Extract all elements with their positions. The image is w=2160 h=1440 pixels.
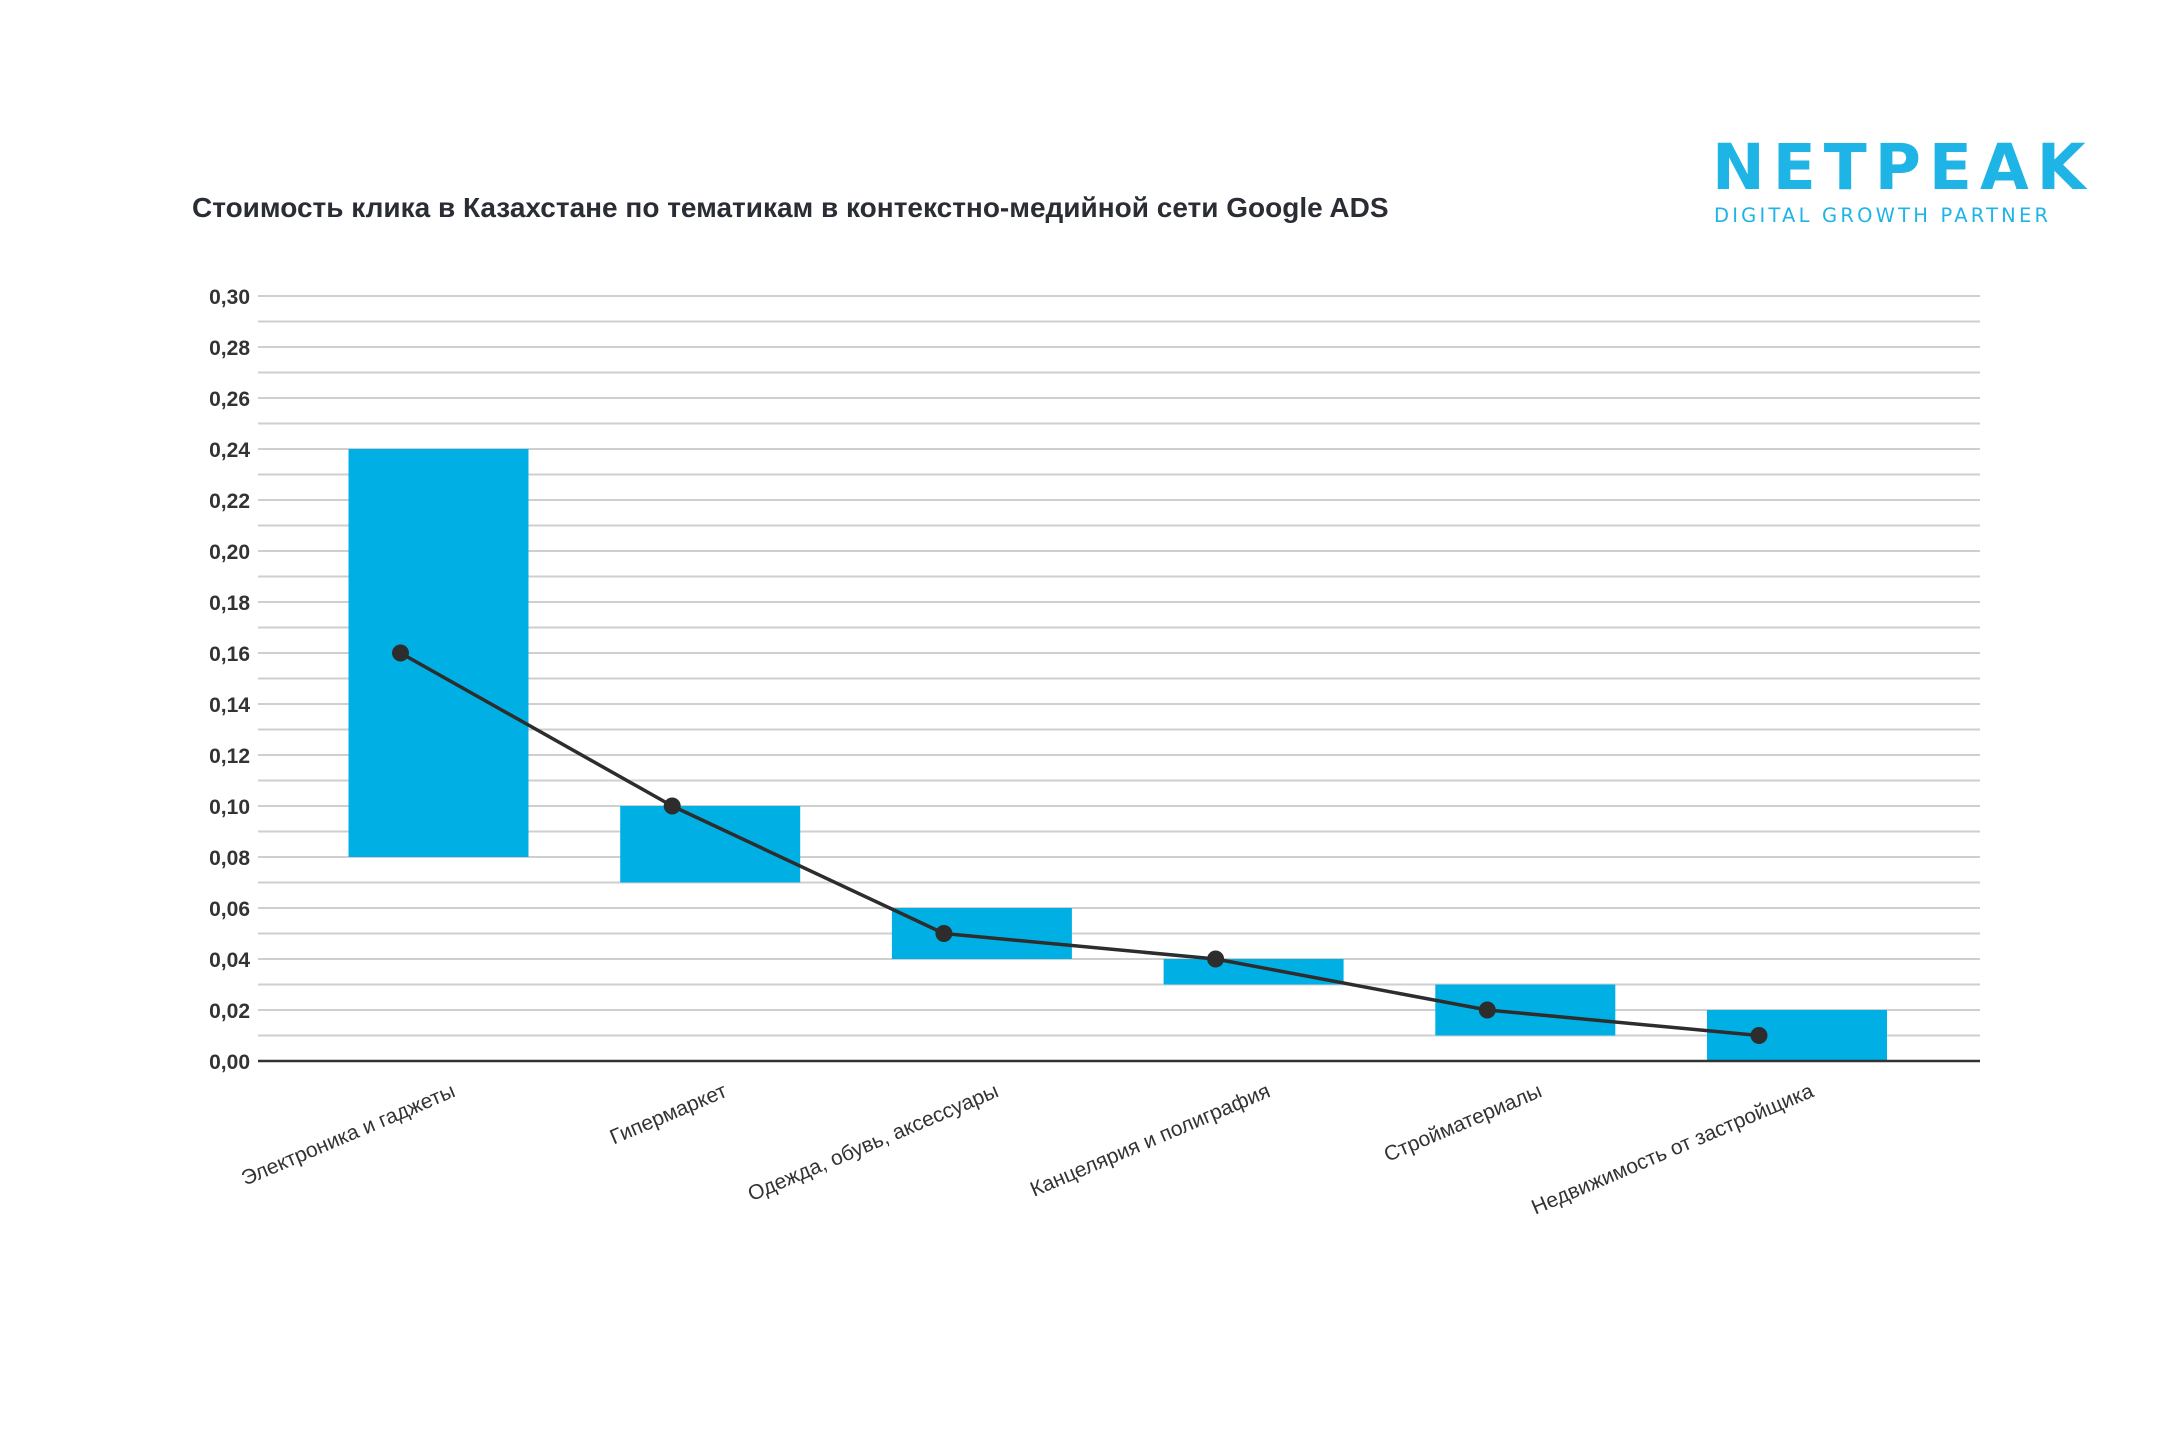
bars [348, 449, 1887, 1061]
y-tick-label: 0,08 [209, 847, 250, 870]
chart-title: Стоимость клика в Казахстане по тематика… [192, 192, 1389, 223]
range-bar [1707, 1010, 1887, 1061]
y-tick-label: 0,18 [209, 592, 250, 615]
grid-lines [258, 295, 1980, 1037]
average-point [1478, 1001, 1496, 1019]
logo-tagline: DIGITAL GROWTH PARTNER [1714, 204, 2052, 227]
y-tick-label: 0,06 [209, 898, 250, 921]
average-point [1207, 950, 1225, 968]
y-tick-label: 0,16 [209, 643, 250, 666]
average-point [663, 797, 681, 815]
x-tick-label: Электроника и гаджеты [238, 1079, 458, 1190]
y-tick-label: 0,00 [209, 1051, 250, 1074]
range-bar [1435, 984, 1616, 1036]
y-tick-label: 0,10 [209, 796, 250, 819]
y-tick-label: 0,22 [209, 490, 250, 513]
x-tick-label: Гипермаркет [607, 1079, 731, 1149]
range-bar [620, 806, 801, 883]
average-line [399, 651, 1760, 1038]
y-tick-label: 0,04 [209, 949, 250, 972]
y-tick-label: 0,24 [209, 439, 250, 462]
x-axis-labels: Электроника и гаджеты Гипермаркет Одежда, … [238, 1079, 1817, 1219]
average-line-series [392, 644, 1768, 1044]
average-point [935, 925, 953, 942]
x-tick-label: Недвижимость от застройщика [1528, 1079, 1817, 1219]
range-bar [348, 449, 529, 857]
average-point [392, 644, 409, 662]
y-tick-label: 0,12 [209, 745, 250, 768]
average-point [1750, 1027, 1768, 1044]
x-tick-label: Одежда, обувь, аксессуары [745, 1079, 1002, 1206]
y-axis-ticks: 0,00 0,02 0,04 0,06 0,08 0,10 0,12 0,14 0,16 0,18… [209, 286, 250, 1074]
y-tick-label: 0,20 [209, 541, 250, 564]
x-tick-label: Канцелярия и полиграфия [1027, 1079, 1274, 1201]
netpeak-logo: NETPEAK DIGITAL GROWTH PARTNER [1712, 132, 2086, 232]
y-tick-label: 0,26 [209, 388, 250, 411]
y-tick-label: 0,14 [209, 694, 250, 717]
logo-wordmark: NETPEAK [1712, 131, 2094, 204]
y-tick-label: 0,28 [209, 337, 250, 360]
range-bar [891, 908, 1072, 959]
range-bar [1163, 959, 1344, 985]
x-tick-label: Стройматериалы [1381, 1079, 1546, 1166]
y-tick-label: 0,02 [209, 1000, 250, 1023]
y-tick-label: 0,30 [209, 286, 250, 309]
